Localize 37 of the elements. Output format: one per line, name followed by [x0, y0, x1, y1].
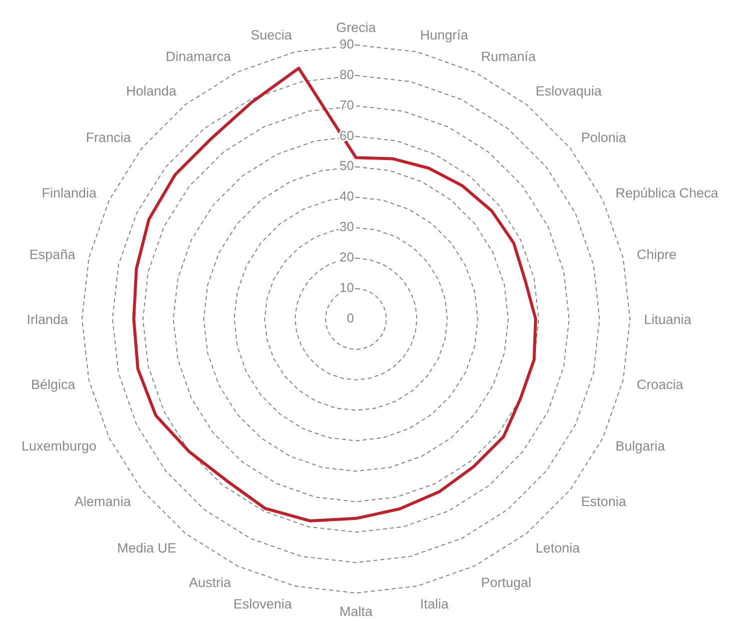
spoke-label: Finlandia	[42, 185, 97, 200]
y-tick-label: 80	[340, 66, 354, 82]
y-tick-label: 70	[340, 97, 354, 112]
spoke-label: Suecia	[250, 27, 292, 42]
spoke-label: Bulgaria	[615, 438, 666, 454]
y-tick-label: 10	[340, 280, 354, 295]
spoke-label: Luxemburgo	[21, 438, 97, 454]
spoke-label: Letonia	[536, 540, 580, 556]
spoke-label: Italia	[420, 596, 450, 612]
y-tick-label: 0	[346, 310, 354, 326]
y-tick-label: 40	[340, 188, 354, 204]
y-tick-label: 50	[340, 158, 354, 174]
spoke-label: Alemania	[74, 494, 132, 510]
spoke-label: Irlanda	[26, 312, 68, 327]
y-tick-label: 20	[340, 250, 354, 265]
spoke-label: Portugal	[480, 575, 532, 590]
y-tick-label: 30	[340, 219, 354, 234]
spoke-label: Eslovaquia	[536, 84, 602, 99]
spoke-label: Eslovenia	[233, 596, 292, 612]
spoke-label: Holanda	[126, 84, 177, 99]
spoke-label: Lituania	[644, 312, 692, 327]
spoke-label: Francia	[86, 130, 132, 145]
spoke-label: Polonia	[581, 130, 627, 145]
spoke-label: Media UE	[117, 540, 176, 556]
spoke-label: Estonia	[581, 494, 627, 510]
spoke-label: Croacia	[636, 376, 684, 392]
spoke-label: Bélgica	[30, 376, 76, 392]
spoke-label: Hungría	[420, 27, 469, 42]
spoke-label: Chipre	[636, 247, 677, 262]
spoke-label: España	[29, 247, 76, 262]
y-tick-label: 90	[340, 36, 354, 52]
spoke-label: Dinamarca	[166, 48, 232, 64]
spoke-label: Grecia	[336, 20, 376, 35]
spoke-label: Malta	[339, 604, 373, 619]
spoke-label: República Checa	[615, 185, 719, 200]
spoke-label: Austria	[189, 575, 232, 590]
spoke-label: Rumanía	[480, 48, 536, 64]
